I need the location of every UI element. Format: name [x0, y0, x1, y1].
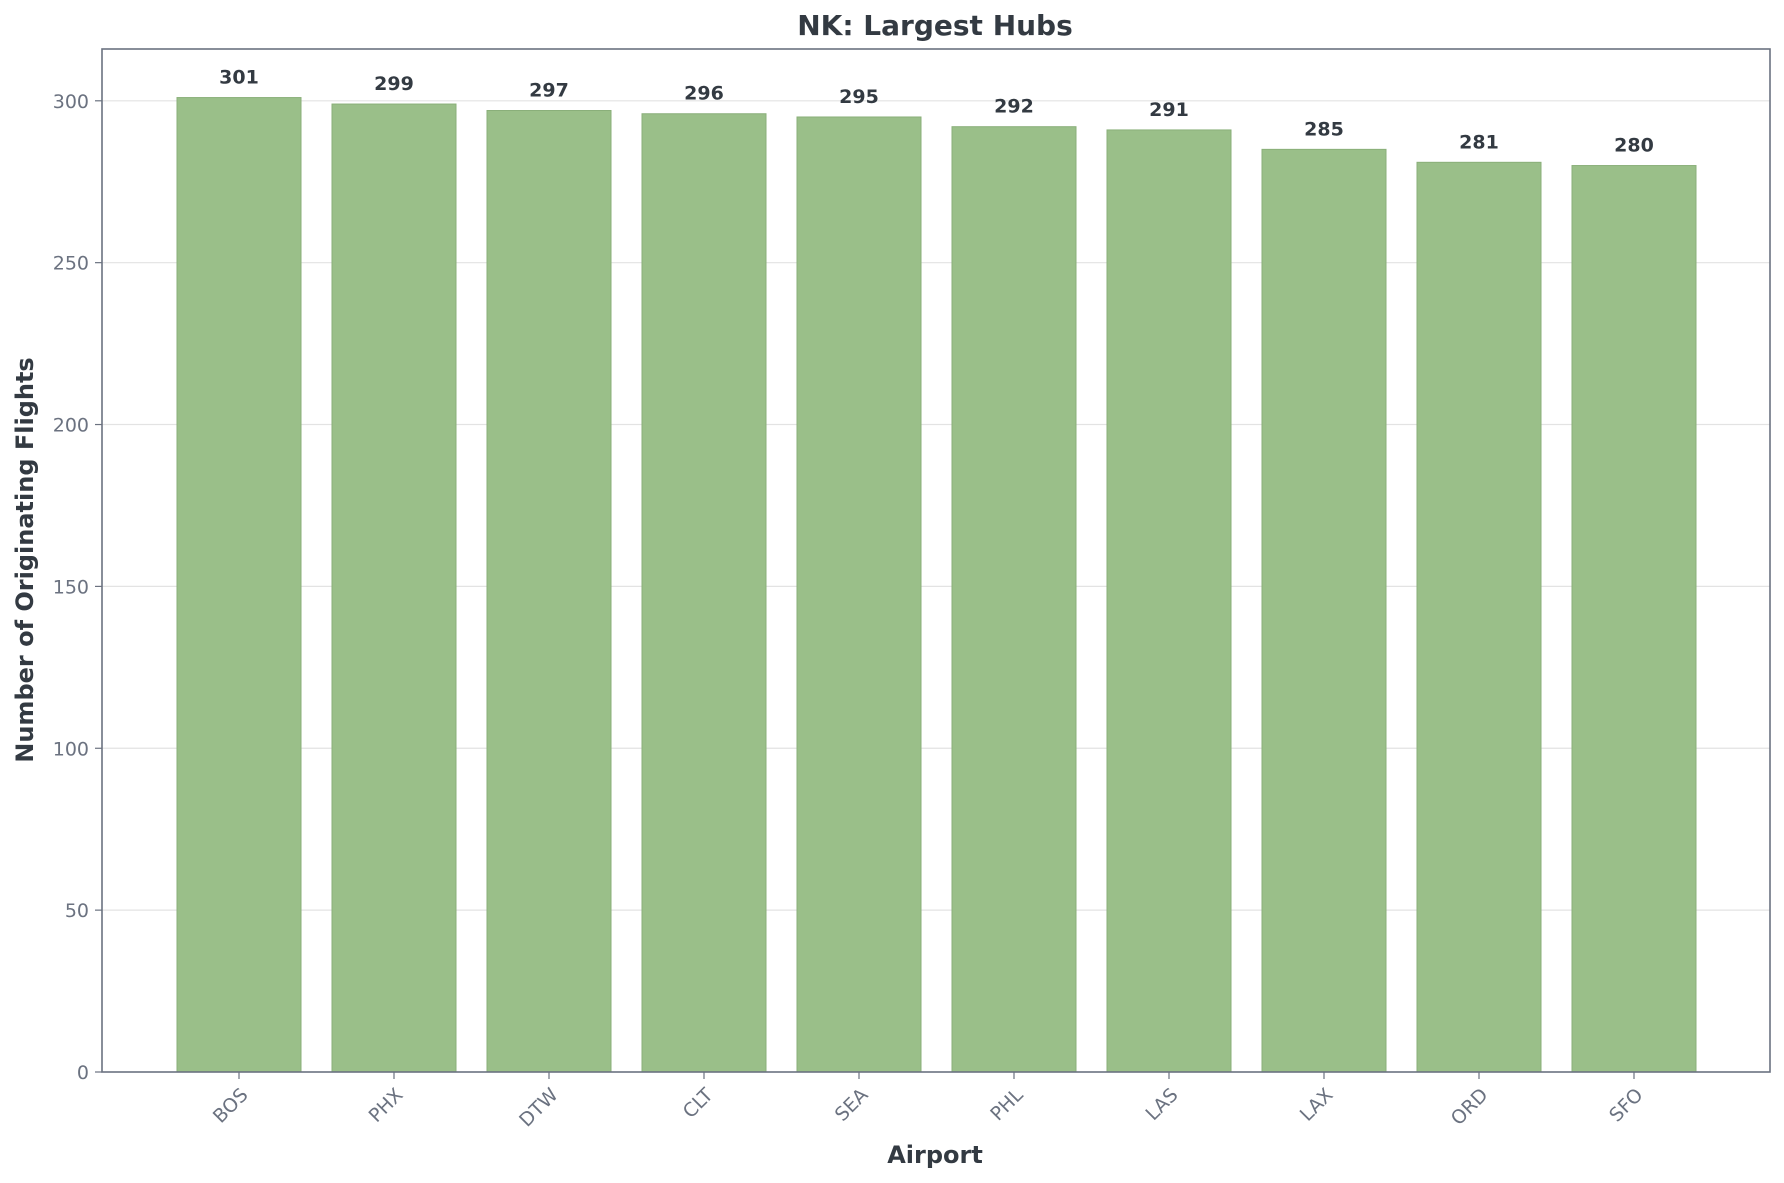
x-tick-label-ord: ORD [1447, 1084, 1493, 1130]
y-axis-ticks: 0 50 100 150 200 250 300 [53, 91, 102, 1084]
y-axis-label: Number of Originating Flights [11, 357, 39, 762]
data-label-sfo: 280 [1614, 135, 1654, 157]
data-label-dtw: 297 [529, 80, 569, 102]
bar-sea [796, 116, 922, 1073]
bar-lax [1261, 148, 1387, 1073]
y-tick-label: 250 [53, 253, 89, 275]
x-axis-ticks: BOS PHX DTW CLT SEA PHL LAS LAX ORD SFO [209, 1072, 1648, 1131]
y-tick-label: 0 [77, 1062, 89, 1084]
x-tick-label-dtw: DTW [515, 1084, 563, 1132]
bar-ord [1416, 161, 1542, 1073]
x-tick-label-sfo: SFO [1605, 1084, 1647, 1126]
y-tick-label: 50 [65, 900, 89, 922]
data-label-ord: 281 [1459, 131, 1499, 153]
x-axis-label: Airport [887, 1141, 983, 1169]
plot-area-frame [101, 48, 1771, 1073]
data-label-clt: 296 [684, 83, 724, 105]
x-tick-label-bos: BOS [209, 1084, 253, 1128]
bar-sfo [1571, 165, 1697, 1073]
x-tick-label-las: LAS [1141, 1084, 1182, 1125]
x-tick-label-sea: SEA [831, 1084, 873, 1126]
data-label-phl: 292 [994, 96, 1034, 118]
data-label-phx: 299 [374, 73, 414, 95]
data-label-sea: 295 [839, 86, 879, 108]
x-tick-label-phl: PHL [986, 1084, 1028, 1126]
data-labels: 301 299 297 296 295 292 291 285 281 280 [219, 67, 1654, 157]
x-tick-label-clt: CLT [679, 1084, 718, 1123]
x-tick-label-phx: PHX [365, 1084, 408, 1127]
bar-las [1106, 129, 1232, 1073]
data-label-bos: 301 [219, 67, 259, 89]
y-tick-label: 300 [53, 91, 89, 113]
bar-phx [331, 103, 457, 1073]
x-tick-label-lax: LAX [1296, 1084, 1338, 1126]
bar-clt [641, 113, 767, 1073]
data-label-las: 291 [1149, 99, 1189, 121]
bars [176, 97, 1697, 1073]
bar-phl [951, 126, 1077, 1073]
data-label-lax: 285 [1304, 118, 1344, 140]
y-tick-label: 150 [53, 576, 89, 598]
y-tick-label: 100 [53, 738, 89, 760]
chart-title: NK: Largest Hubs [797, 9, 1073, 42]
y-tick-label: 200 [53, 415, 89, 437]
bar-dtw [486, 110, 612, 1073]
bar-bos [176, 97, 302, 1073]
